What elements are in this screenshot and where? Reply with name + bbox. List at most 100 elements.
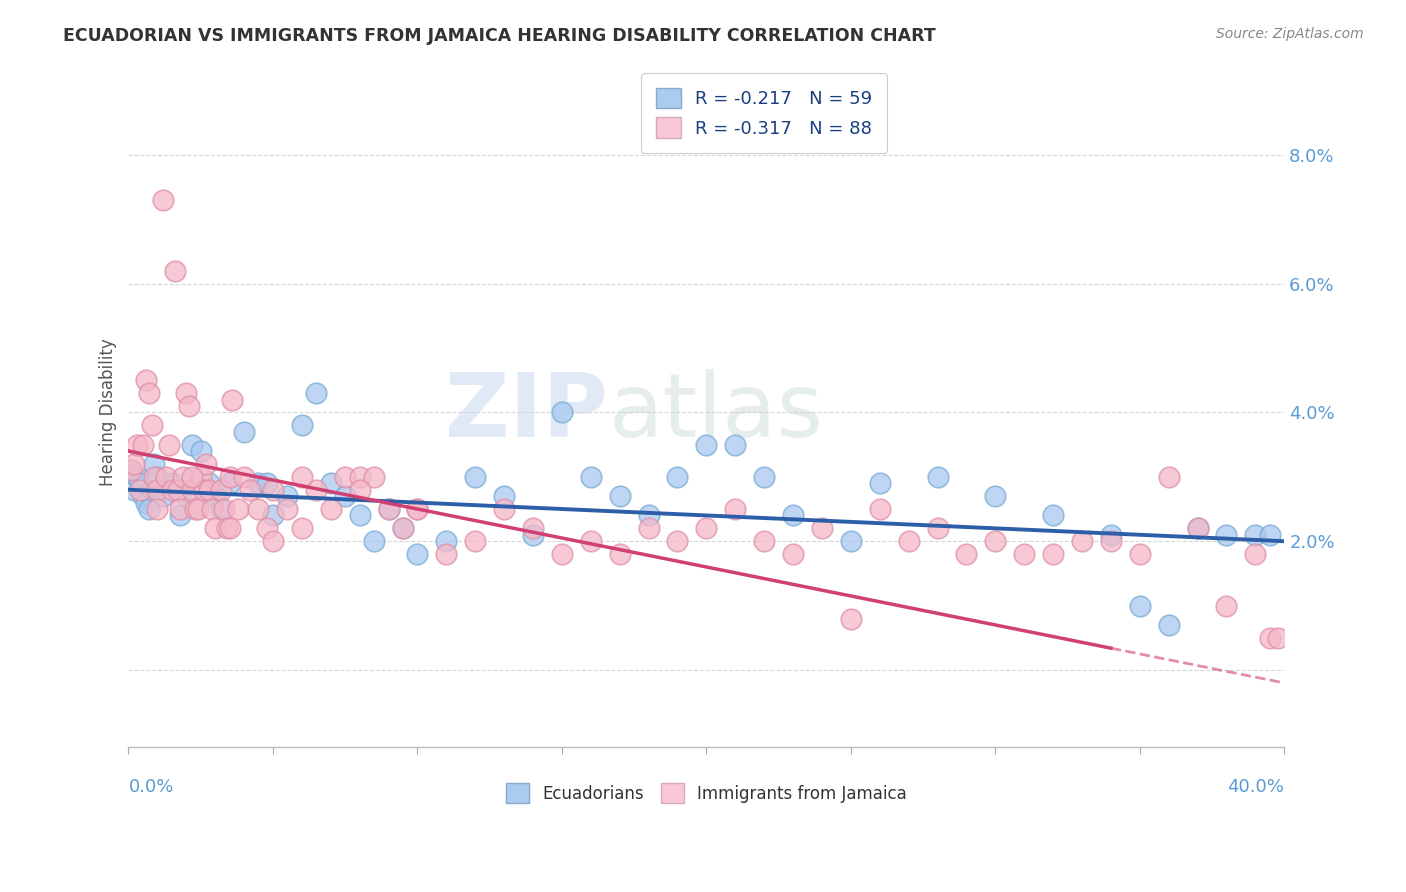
Point — [262, 508, 284, 523]
Point — [811, 521, 834, 535]
Point — [209, 483, 232, 497]
Point — [132, 437, 155, 451]
Point — [195, 457, 218, 471]
Point — [782, 547, 804, 561]
Text: 40.0%: 40.0% — [1227, 778, 1284, 796]
Point — [349, 508, 371, 523]
Point — [138, 386, 160, 401]
Point — [1187, 521, 1209, 535]
Point — [349, 470, 371, 484]
Point — [256, 476, 278, 491]
Point — [221, 392, 243, 407]
Point — [239, 483, 262, 497]
Point — [218, 521, 240, 535]
Point — [349, 483, 371, 497]
Point — [233, 425, 256, 439]
Point — [172, 470, 194, 484]
Point — [181, 483, 204, 497]
Point — [695, 521, 717, 535]
Point — [256, 521, 278, 535]
Point — [247, 476, 270, 491]
Point — [1258, 528, 1281, 542]
Point — [135, 495, 157, 509]
Point — [226, 502, 249, 516]
Point — [204, 489, 226, 503]
Point — [198, 483, 221, 497]
Point — [363, 534, 385, 549]
Text: ECUADORIAN VS IMMIGRANTS FROM JAMAICA HEARING DISABILITY CORRELATION CHART: ECUADORIAN VS IMMIGRANTS FROM JAMAICA HE… — [63, 27, 936, 45]
Point — [127, 470, 149, 484]
Point — [132, 489, 155, 503]
Point — [406, 547, 429, 561]
Point — [984, 534, 1007, 549]
Point — [754, 470, 776, 484]
Point — [120, 463, 142, 477]
Point — [551, 547, 574, 561]
Point — [927, 470, 949, 484]
Point — [392, 521, 415, 535]
Point — [160, 476, 183, 491]
Point — [897, 534, 920, 549]
Point — [129, 476, 152, 491]
Point — [198, 476, 221, 491]
Point — [695, 437, 717, 451]
Point — [1012, 547, 1035, 561]
Point — [138, 502, 160, 516]
Point — [122, 483, 145, 497]
Point — [1215, 599, 1237, 613]
Point — [204, 521, 226, 535]
Point — [181, 470, 204, 484]
Point — [218, 476, 240, 491]
Point — [1129, 547, 1152, 561]
Point — [276, 502, 298, 516]
Point — [724, 437, 747, 451]
Point — [122, 457, 145, 471]
Point — [434, 534, 457, 549]
Point — [579, 470, 602, 484]
Point — [209, 502, 232, 516]
Point — [1129, 599, 1152, 613]
Point — [1071, 534, 1094, 549]
Point — [782, 508, 804, 523]
Point — [869, 502, 891, 516]
Point — [218, 470, 240, 484]
Point — [184, 502, 207, 516]
Point — [233, 470, 256, 484]
Point — [666, 534, 689, 549]
Point — [464, 470, 486, 484]
Point — [190, 470, 212, 484]
Point — [169, 508, 191, 523]
Point — [169, 502, 191, 516]
Point — [869, 476, 891, 491]
Point — [135, 373, 157, 387]
Point — [494, 502, 516, 516]
Point — [291, 470, 314, 484]
Point — [1244, 547, 1267, 561]
Point — [392, 521, 415, 535]
Point — [579, 534, 602, 549]
Point — [1258, 631, 1281, 645]
Point — [406, 502, 429, 516]
Text: ZIP: ZIP — [446, 369, 609, 456]
Point — [522, 528, 544, 542]
Point — [377, 502, 399, 516]
Point — [335, 489, 357, 503]
Point — [160, 483, 183, 497]
Point — [157, 437, 180, 451]
Point — [127, 437, 149, 451]
Point — [319, 476, 342, 491]
Point — [179, 399, 201, 413]
Point — [174, 489, 197, 503]
Point — [146, 470, 169, 484]
Point — [152, 193, 174, 207]
Point — [1157, 470, 1180, 484]
Point — [129, 483, 152, 497]
Point — [637, 521, 659, 535]
Point — [174, 386, 197, 401]
Point — [1042, 508, 1064, 523]
Point — [190, 444, 212, 458]
Point — [1157, 618, 1180, 632]
Point — [1099, 534, 1122, 549]
Point — [193, 483, 215, 497]
Point — [143, 470, 166, 484]
